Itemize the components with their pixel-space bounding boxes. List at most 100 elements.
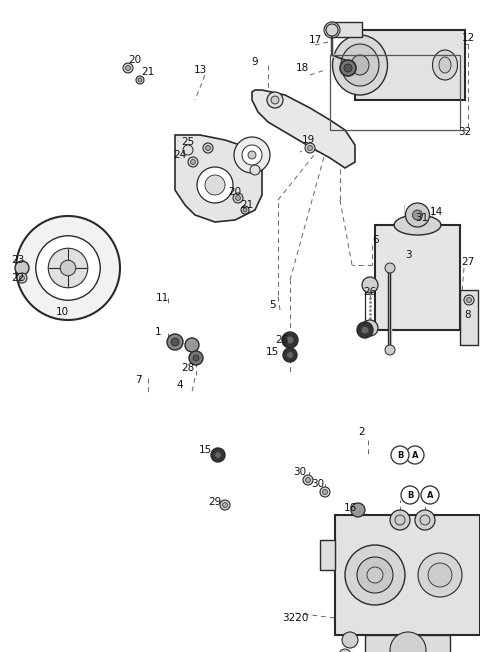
Text: 4: 4 <box>177 380 183 390</box>
Circle shape <box>303 475 313 485</box>
Circle shape <box>233 193 243 203</box>
Circle shape <box>390 510 410 530</box>
Circle shape <box>421 486 439 504</box>
Circle shape <box>191 160 195 164</box>
Circle shape <box>464 295 474 305</box>
Circle shape <box>323 490 327 494</box>
Text: 21: 21 <box>240 200 253 210</box>
Text: 15: 15 <box>198 445 212 455</box>
Circle shape <box>15 261 29 275</box>
Circle shape <box>250 165 260 175</box>
Text: 9: 9 <box>252 57 258 67</box>
Circle shape <box>362 320 378 336</box>
Circle shape <box>183 145 193 155</box>
Polygon shape <box>175 135 262 222</box>
Text: 16: 16 <box>343 503 357 513</box>
Circle shape <box>326 24 338 36</box>
Text: B: B <box>397 451 403 460</box>
Circle shape <box>171 338 179 346</box>
Circle shape <box>185 338 199 352</box>
Circle shape <box>342 632 358 648</box>
Circle shape <box>390 632 426 652</box>
Circle shape <box>339 649 351 652</box>
Text: 20: 20 <box>228 187 241 197</box>
Text: 27: 27 <box>461 257 475 267</box>
Circle shape <box>138 78 142 82</box>
Circle shape <box>205 175 225 195</box>
Circle shape <box>248 151 256 159</box>
Circle shape <box>385 345 395 355</box>
Circle shape <box>320 487 330 497</box>
Text: 30: 30 <box>293 467 307 477</box>
Text: 23: 23 <box>12 255 24 265</box>
Text: 7: 7 <box>135 375 141 385</box>
Text: 26: 26 <box>276 335 288 345</box>
Ellipse shape <box>351 55 369 75</box>
Circle shape <box>189 351 203 365</box>
Text: 3: 3 <box>405 250 411 260</box>
Circle shape <box>125 65 131 70</box>
Circle shape <box>391 446 409 464</box>
Circle shape <box>36 236 100 300</box>
Circle shape <box>362 277 378 293</box>
Circle shape <box>48 248 88 288</box>
Circle shape <box>271 96 279 104</box>
Circle shape <box>367 567 383 583</box>
Text: 6: 6 <box>372 235 379 245</box>
Text: 31: 31 <box>415 213 429 223</box>
Text: 32: 32 <box>458 127 472 137</box>
Ellipse shape <box>341 44 379 86</box>
Circle shape <box>167 334 183 350</box>
Circle shape <box>283 348 297 362</box>
Circle shape <box>415 510 435 530</box>
Circle shape <box>215 452 221 458</box>
Ellipse shape <box>333 35 387 95</box>
Circle shape <box>241 206 249 214</box>
Text: 11: 11 <box>156 293 168 303</box>
Text: 5: 5 <box>269 300 276 310</box>
Circle shape <box>412 210 422 220</box>
Text: 13: 13 <box>193 65 206 75</box>
Text: 19: 19 <box>301 135 314 145</box>
Circle shape <box>467 297 471 303</box>
Circle shape <box>234 137 270 173</box>
Circle shape <box>282 332 298 348</box>
Circle shape <box>361 327 369 334</box>
Ellipse shape <box>432 50 457 80</box>
Circle shape <box>305 477 311 482</box>
Circle shape <box>17 273 27 283</box>
Circle shape <box>351 503 365 517</box>
Circle shape <box>345 545 405 605</box>
Circle shape <box>20 276 24 280</box>
Bar <box>375 225 460 330</box>
Bar <box>330 22 362 37</box>
Text: 21: 21 <box>142 67 155 77</box>
Circle shape <box>242 145 262 165</box>
Bar <box>355 30 465 100</box>
Text: A: A <box>412 451 418 460</box>
Text: 29: 29 <box>208 497 222 507</box>
Text: A: A <box>427 490 433 499</box>
Text: 22: 22 <box>12 273 24 283</box>
Circle shape <box>357 322 373 338</box>
Bar <box>320 540 335 570</box>
Circle shape <box>324 22 340 38</box>
Text: 3220: 3220 <box>282 613 308 623</box>
Text: 26: 26 <box>363 287 377 297</box>
Circle shape <box>220 500 230 510</box>
Circle shape <box>406 203 430 227</box>
Text: 20: 20 <box>129 55 142 65</box>
Text: 24: 24 <box>173 150 187 160</box>
Text: 10: 10 <box>55 307 69 317</box>
Text: 28: 28 <box>181 363 194 373</box>
Circle shape <box>223 503 228 507</box>
Circle shape <box>395 515 405 525</box>
Text: 2: 2 <box>359 427 365 437</box>
Circle shape <box>287 336 294 344</box>
Text: 30: 30 <box>312 479 324 489</box>
Circle shape <box>420 515 430 525</box>
Circle shape <box>243 208 247 212</box>
Circle shape <box>357 557 393 593</box>
Circle shape <box>203 143 213 153</box>
Text: 1: 1 <box>155 327 161 337</box>
